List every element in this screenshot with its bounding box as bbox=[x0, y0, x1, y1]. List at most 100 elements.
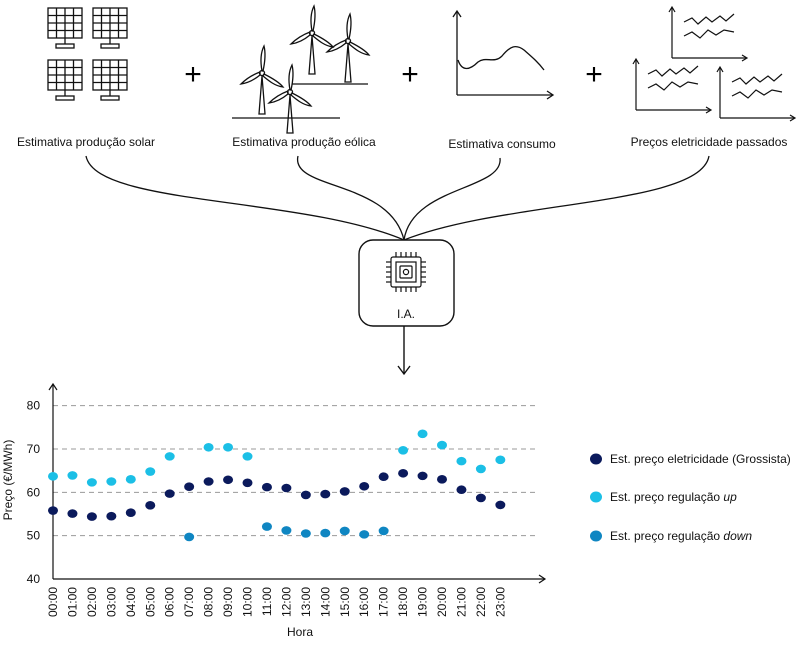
plus-sign: + bbox=[184, 58, 202, 91]
data-point-series-0 bbox=[164, 489, 175, 498]
x-tick-label: 13:00 bbox=[299, 587, 313, 617]
consumption-label: Estimativa consumo bbox=[448, 137, 556, 151]
plus-sign: + bbox=[585, 58, 603, 91]
x-axis-title: Hora bbox=[287, 625, 313, 639]
data-point-series-1 bbox=[475, 464, 486, 474]
data-point-series-2 bbox=[300, 529, 311, 538]
data-point-series-1 bbox=[67, 471, 78, 480]
data-point-series-2 bbox=[320, 528, 331, 538]
data-point-series-0 bbox=[48, 506, 58, 515]
data-point-series-0 bbox=[145, 501, 156, 510]
legend-label: Est. preço regulação up bbox=[610, 490, 737, 504]
x-tick-label: 01:00 bbox=[65, 587, 79, 617]
price-charts-icon bbox=[632, 5, 796, 122]
y-tick-label: 60 bbox=[27, 485, 41, 499]
data-point-series-0 bbox=[281, 483, 292, 493]
x-tick-label: 05:00 bbox=[143, 587, 157, 617]
connector-lines bbox=[85, 155, 710, 241]
x-tick-label: 12:00 bbox=[279, 587, 293, 617]
data-point-series-0 bbox=[125, 508, 136, 517]
data-point-series-0 bbox=[437, 475, 447, 484]
x-axis-arrow bbox=[538, 574, 547, 584]
data-point-series-1 bbox=[86, 478, 97, 487]
legend-marker bbox=[590, 530, 602, 542]
data-point-series-0 bbox=[203, 477, 214, 486]
legend-label-suffix: down bbox=[723, 529, 752, 543]
x-tick-label: 16:00 bbox=[357, 587, 371, 617]
data-point-series-1 bbox=[398, 446, 409, 455]
data-point-series-0 bbox=[261, 482, 272, 492]
x-tick-label: 22:00 bbox=[474, 587, 488, 617]
data-point-series-0 bbox=[378, 472, 389, 482]
x-tick-label: 17:00 bbox=[377, 587, 391, 617]
data-point-series-1 bbox=[242, 452, 253, 461]
arrow-down-icon bbox=[397, 326, 411, 376]
x-tick-label: 09:00 bbox=[221, 587, 235, 617]
data-point-series-0 bbox=[475, 493, 486, 503]
solar-label: Estimativa produção solar bbox=[17, 135, 155, 149]
x-tick-label: 02:00 bbox=[85, 587, 99, 617]
data-point-series-0 bbox=[184, 482, 195, 492]
data-point-series-2 bbox=[378, 526, 389, 536]
plus-sign: + bbox=[401, 58, 419, 91]
x-tick-label: 19:00 bbox=[416, 587, 430, 617]
data-point-series-2 bbox=[281, 526, 292, 535]
x-tick-label: 21:00 bbox=[454, 587, 468, 617]
x-tick-label: 11:00 bbox=[260, 587, 274, 616]
x-tick-label: 23:00 bbox=[493, 587, 507, 617]
data-point-series-0 bbox=[223, 475, 234, 485]
legend-label: Est. preço eletricidade (Grossista) bbox=[610, 452, 791, 466]
data-point-series-0 bbox=[359, 481, 370, 491]
ai-box bbox=[358, 239, 455, 327]
data-point-series-0 bbox=[339, 487, 350, 496]
y-axis-title: Preço (€/MWh) bbox=[1, 440, 15, 521]
data-point-series-0 bbox=[417, 471, 428, 481]
x-tick-label: 14:00 bbox=[318, 587, 332, 617]
chart-legend: Est. preço eletricidade (Grossista) Est. … bbox=[590, 452, 791, 543]
legend-label: Est. preço regulação down bbox=[610, 529, 752, 543]
prices-label: Preços eletricidade passados bbox=[631, 135, 788, 149]
y-tick-label: 40 bbox=[27, 572, 41, 586]
data-point-series-0 bbox=[106, 511, 117, 521]
x-tick-label: 20:00 bbox=[435, 587, 449, 617]
price-chart: 40 50 60 70 80 00:00 01:00 02:00 03:00 04:00 05:00… bbox=[1, 382, 547, 639]
data-point-series-0 bbox=[242, 478, 253, 488]
chip-icon bbox=[386, 252, 426, 292]
data-point-series-1 bbox=[106, 477, 117, 486]
x-tick-label: 04:00 bbox=[124, 587, 138, 617]
data-point-series-2 bbox=[184, 532, 195, 542]
y-tick-label: 80 bbox=[27, 399, 41, 413]
data-point-series-0 bbox=[495, 500, 506, 510]
data-point-series-2 bbox=[359, 530, 370, 539]
y-tick-label: 70 bbox=[27, 442, 41, 456]
x-tick-label: 08:00 bbox=[202, 587, 216, 617]
y-axis-arrow bbox=[48, 382, 58, 391]
x-tick-label: 00:00 bbox=[46, 587, 60, 617]
data-point-series-2 bbox=[261, 522, 272, 531]
legend-label-suffix: up bbox=[723, 490, 737, 504]
solar-panel-icon bbox=[47, 7, 128, 101]
data-point-series-0 bbox=[86, 512, 97, 521]
data-point-series-0 bbox=[300, 490, 311, 500]
data-point-series-0 bbox=[320, 489, 331, 499]
data-point-series-1 bbox=[203, 442, 214, 452]
legend-marker bbox=[590, 491, 602, 503]
data-point-series-1 bbox=[223, 442, 234, 452]
data-point-series-1 bbox=[495, 455, 506, 465]
x-tick-label: 07:00 bbox=[182, 587, 196, 617]
data-point-series-1 bbox=[437, 440, 447, 450]
legend-marker bbox=[590, 453, 602, 465]
data-point-series-1 bbox=[417, 429, 428, 439]
x-tick-label: 18:00 bbox=[396, 587, 410, 617]
data-point-series-0 bbox=[398, 468, 409, 478]
x-tick-label: 03:00 bbox=[104, 587, 118, 617]
wind-turbine-icon bbox=[232, 4, 370, 134]
x-tick-label: 10:00 bbox=[241, 587, 255, 617]
data-point-series-1 bbox=[164, 452, 175, 461]
data-point-series-0 bbox=[456, 485, 467, 495]
data-point-series-1 bbox=[125, 475, 136, 484]
data-point-series-1 bbox=[145, 467, 156, 476]
x-tick-label: 15:00 bbox=[338, 587, 352, 617]
consumption-curve-icon bbox=[452, 9, 555, 100]
